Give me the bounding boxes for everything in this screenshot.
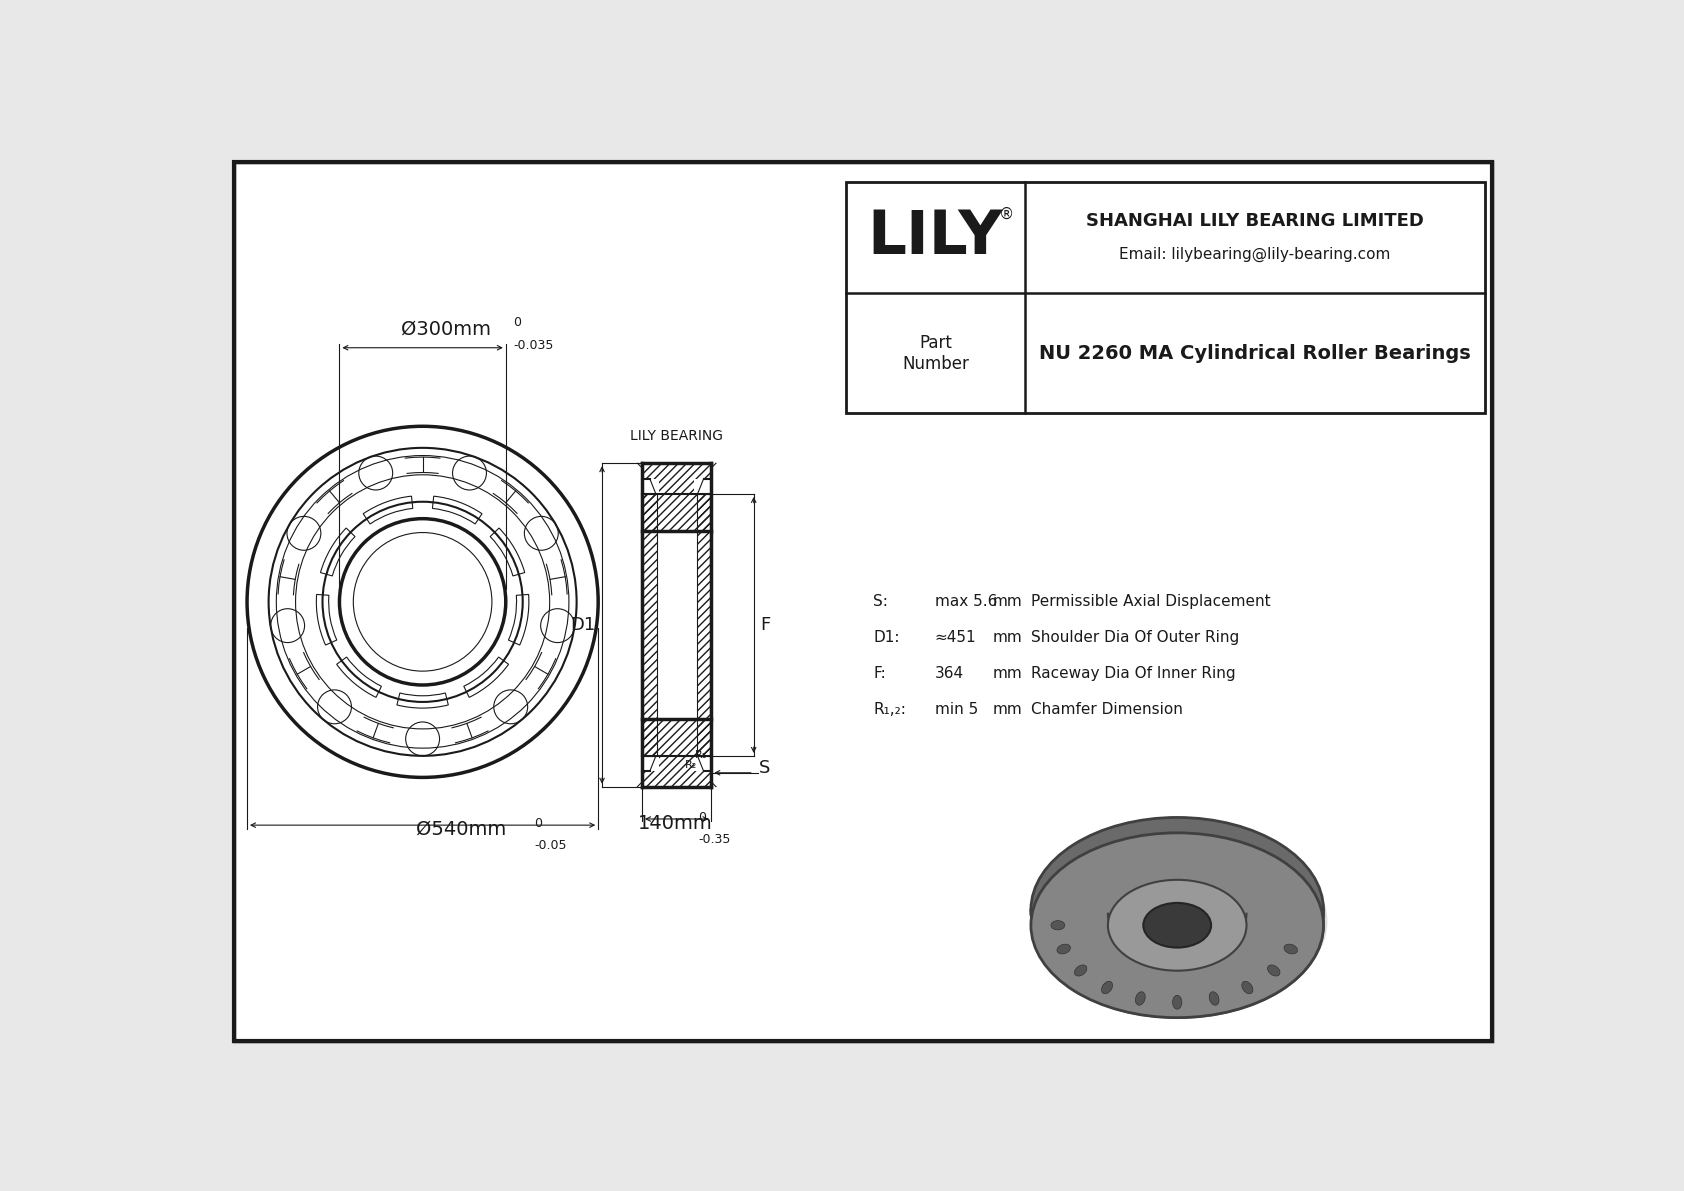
- Text: D1: D1: [571, 616, 596, 634]
- Ellipse shape: [1268, 965, 1280, 977]
- Bar: [845, 182, 1485, 413]
- Text: Shoulder Dia Of Outer Ring: Shoulder Dia Of Outer Ring: [1031, 630, 1239, 644]
- Bar: [642, 463, 711, 479]
- Text: Part
Number: Part Number: [903, 333, 968, 373]
- Ellipse shape: [1051, 921, 1064, 930]
- Text: R₂: R₂: [685, 760, 697, 769]
- Text: -0.035: -0.035: [514, 338, 554, 351]
- Text: LILY: LILY: [867, 208, 1004, 267]
- Text: mm: mm: [992, 666, 1022, 681]
- Text: mm: mm: [992, 593, 1022, 609]
- Text: Ø300mm: Ø300mm: [401, 319, 490, 338]
- Text: mm: mm: [992, 630, 1022, 644]
- Text: F:: F:: [872, 666, 886, 681]
- Ellipse shape: [1031, 833, 1324, 1017]
- Ellipse shape: [1209, 992, 1219, 1005]
- Ellipse shape: [1031, 817, 1324, 1003]
- Text: Ø540mm: Ø540mm: [416, 819, 507, 838]
- Text: LILY BEARING: LILY BEARING: [630, 429, 722, 443]
- Ellipse shape: [1101, 981, 1113, 993]
- Ellipse shape: [1283, 944, 1297, 954]
- Text: 0: 0: [514, 317, 522, 329]
- Text: ≈451: ≈451: [935, 630, 977, 644]
- Bar: [642, 494, 657, 756]
- Bar: [697, 494, 711, 756]
- Text: 364: 364: [935, 666, 963, 681]
- Text: F: F: [759, 616, 770, 634]
- Bar: [642, 719, 711, 756]
- Text: Chamfer Dimension: Chamfer Dimension: [1031, 703, 1182, 717]
- Ellipse shape: [1241, 981, 1253, 993]
- Text: S: S: [759, 759, 771, 777]
- Text: 0: 0: [699, 811, 706, 824]
- Ellipse shape: [1135, 992, 1145, 1005]
- Ellipse shape: [1143, 903, 1211, 948]
- Text: 0: 0: [534, 817, 542, 830]
- Ellipse shape: [1108, 880, 1246, 971]
- Text: -0.05: -0.05: [534, 838, 568, 852]
- Ellipse shape: [1172, 996, 1182, 1009]
- Text: ®: ®: [999, 207, 1014, 222]
- Text: 140mm: 140mm: [638, 813, 712, 833]
- Bar: [642, 494, 711, 531]
- Text: max 5.6: max 5.6: [935, 593, 997, 609]
- Text: R₁,₂:: R₁,₂:: [872, 703, 906, 717]
- Ellipse shape: [1108, 868, 1246, 959]
- Text: D1:: D1:: [872, 630, 899, 644]
- Text: Raceway Dia Of Inner Ring: Raceway Dia Of Inner Ring: [1031, 666, 1236, 681]
- Bar: [642, 772, 711, 786]
- Bar: [660, 479, 694, 494]
- Ellipse shape: [1058, 944, 1071, 954]
- Text: Permissible Axial Displacement: Permissible Axial Displacement: [1031, 593, 1270, 609]
- Text: Email: lilybearing@lily-bearing.com: Email: lilybearing@lily-bearing.com: [1120, 247, 1391, 262]
- Text: R₁: R₁: [694, 750, 707, 761]
- Text: SHANGHAI LILY BEARING LIMITED: SHANGHAI LILY BEARING LIMITED: [1086, 212, 1425, 230]
- Bar: [660, 756, 694, 772]
- Text: -0.35: -0.35: [699, 833, 731, 846]
- Text: mm: mm: [992, 703, 1022, 717]
- Text: NU 2260 MA Cylindrical Roller Bearings: NU 2260 MA Cylindrical Roller Bearings: [1039, 344, 1472, 362]
- Text: S:: S:: [872, 593, 887, 609]
- Ellipse shape: [1074, 965, 1086, 977]
- Text: min 5: min 5: [935, 703, 978, 717]
- Ellipse shape: [1034, 829, 1327, 1014]
